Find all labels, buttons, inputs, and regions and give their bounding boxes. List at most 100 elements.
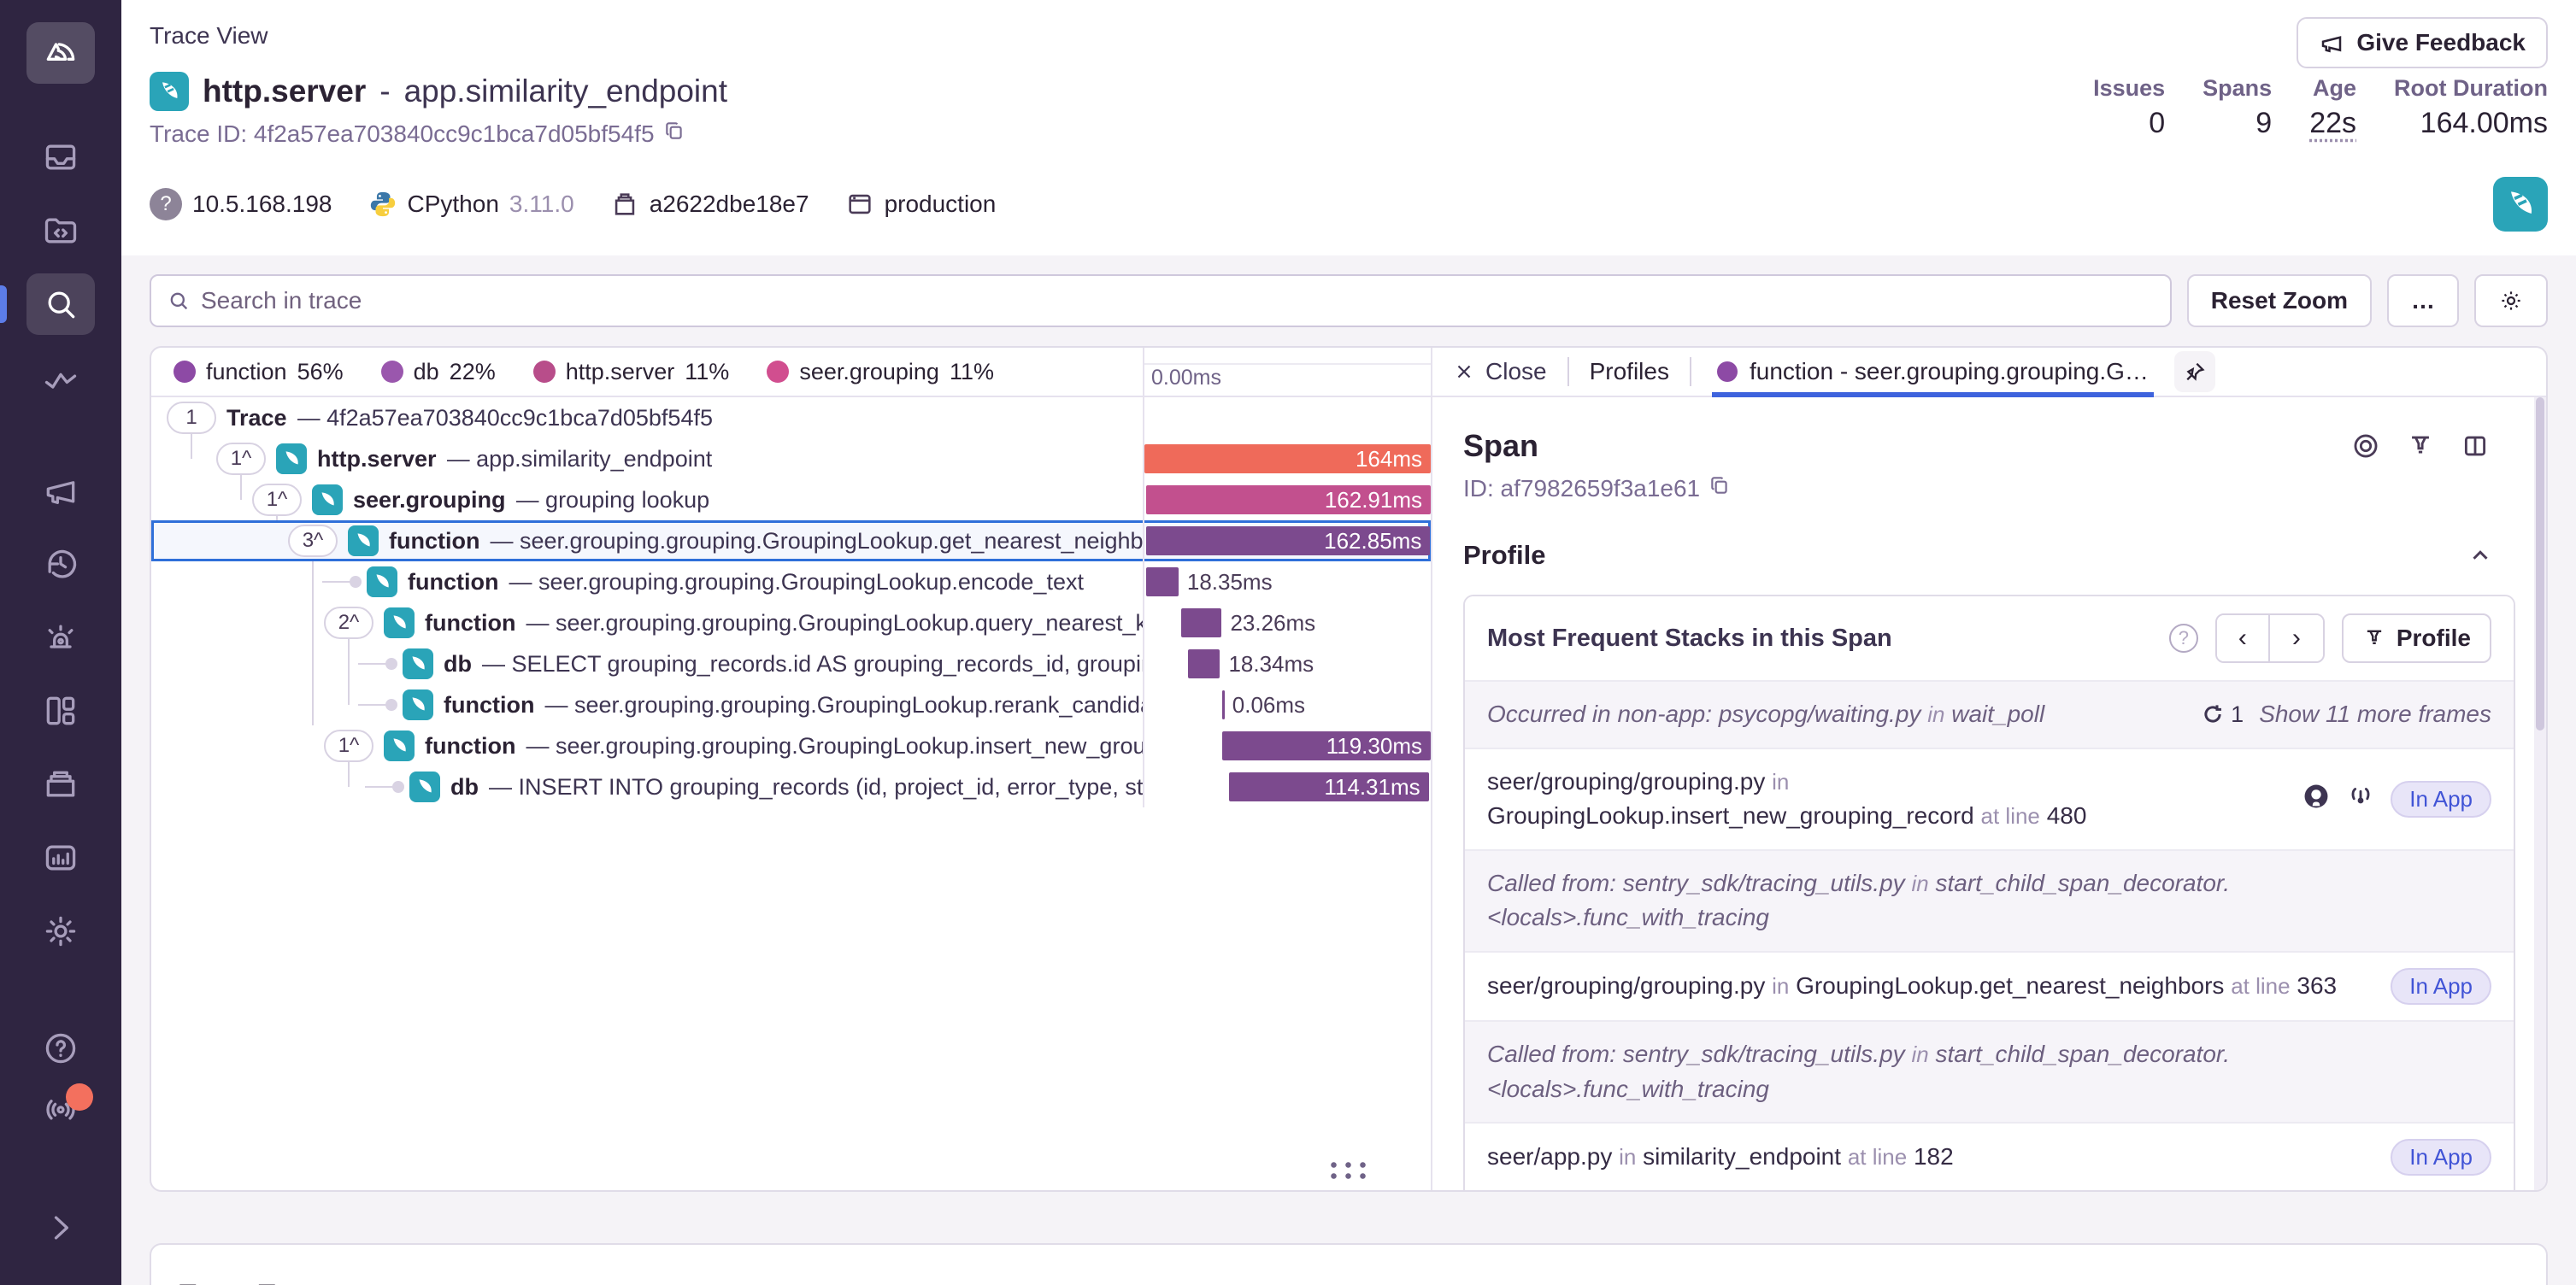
- help-circle-icon[interactable]: ?: [2169, 624, 2198, 653]
- stack-frame-row[interactable]: seer/grouping/grouping.py in GroupingLoo…: [1465, 951, 2514, 1020]
- split-panel-icon[interactable]: [2461, 431, 2490, 461]
- span-tree: 1 Trace — 4f2a57ea703840cc9c1bca7d05bf54…: [151, 397, 1431, 1190]
- pin-tab-button[interactable]: [2174, 351, 2215, 392]
- give-feedback-button[interactable]: Give Feedback: [2297, 17, 2548, 68]
- detail-tabs: Close Profiles function - seer.grouping.…: [1432, 348, 2546, 397]
- span-row[interactable]: 2^ function — seer.grouping.grouping.Gro…: [151, 602, 1431, 643]
- legend-dot: [381, 361, 403, 383]
- span-row[interactable]: function — seer.grouping.grouping.Groupi…: [151, 684, 1431, 725]
- drag-handle[interactable]: [1326, 1159, 1371, 1182]
- span-op-icon: [403, 648, 433, 679]
- whats-new-icon[interactable]: [26, 1082, 95, 1135]
- open-profile-button[interactable]: Profile: [2342, 613, 2491, 663]
- expand-pill[interactable]: 1^: [216, 443, 266, 475]
- notification-dot: [66, 1083, 93, 1111]
- span-row-selected[interactable]: 3^ function — seer.grouping.grouping.Gro…: [151, 520, 1431, 561]
- tab-divider: [1690, 357, 1691, 386]
- page-title-op: http.server: [203, 73, 366, 109]
- profile-funnel-icon[interactable]: [2406, 431, 2435, 461]
- help-icon[interactable]: [26, 1022, 95, 1075]
- span-row[interactable]: 1^ function — seer.grouping.grouping.Gro…: [151, 725, 1431, 766]
- stack-frame-row[interactable]: seer/app.py in similarity_endpoint at li…: [1465, 1122, 2514, 1190]
- sidebar-expand-button[interactable]: [26, 1201, 95, 1254]
- meta-runtime[interactable]: CPython 3.11.0: [368, 190, 574, 219]
- trace-settings-button[interactable]: [2474, 274, 2548, 327]
- sidebar-item-search[interactable]: [26, 273, 95, 335]
- stack-context-row: Called from: sentry_sdk/tracing_utils.py…: [1465, 849, 2514, 951]
- repeat-count: 1: [2200, 701, 2244, 728]
- meta-release-value: a2622dbe18e7: [650, 191, 809, 218]
- span-row[interactable]: db — SELECT grouping_records.id AS group…: [151, 643, 1431, 684]
- prev-stack-button[interactable]: ‹: [2217, 615, 2270, 661]
- detail-scrollbar[interactable]: [2534, 397, 2546, 1190]
- copy-icon[interactable]: [1709, 474, 1731, 502]
- github-icon[interactable]: [2302, 782, 2331, 817]
- tab-profiles[interactable]: Profiles: [1590, 358, 1669, 385]
- window-icon: [845, 190, 874, 219]
- close-tab-button[interactable]: Close: [1453, 358, 1547, 385]
- show-more-frames-link[interactable]: Show 11 more frames: [2259, 701, 2491, 728]
- expand-pill[interactable]: 1: [167, 402, 216, 434]
- span-type-dot: [1717, 361, 1738, 382]
- collapse-chevron-icon[interactable]: [2492, 1282, 2518, 1285]
- meta-environment[interactable]: production: [845, 190, 997, 219]
- sidebar-item-alerts[interactable]: [26, 607, 95, 668]
- focus-icon[interactable]: [2351, 431, 2380, 461]
- tab-active-span[interactable]: function - seer.grouping.grouping.G…: [1712, 348, 2154, 396]
- stack-frame-row[interactable]: seer/grouping/grouping.py in GroupingLoo…: [1465, 748, 2514, 849]
- expand-pill[interactable]: 1^: [252, 484, 302, 516]
- sidebar-item-stats[interactable]: [26, 827, 95, 889]
- span-op-icon: [384, 607, 415, 638]
- legend-dot: [533, 361, 556, 383]
- sidebar-item-performance[interactable]: [26, 347, 95, 408]
- expand-pill[interactable]: 1^: [324, 730, 373, 762]
- span-op-icon: [367, 566, 397, 597]
- tree-connector: [365, 786, 399, 788]
- legend-item: function 56%: [173, 359, 344, 385]
- stat-label: Root Duration: [2394, 75, 2548, 102]
- meta-release[interactable]: a2622dbe18e7: [610, 190, 809, 219]
- expand-pill[interactable]: 2^: [324, 607, 373, 639]
- stat-value-age[interactable]: 22s: [2309, 107, 2356, 140]
- search-input[interactable]: [201, 287, 2155, 314]
- sidebar-item-dashboards[interactable]: [26, 680, 95, 742]
- reset-zoom-button[interactable]: Reset Zoom: [2187, 274, 2372, 327]
- span-detail-panel: Close Profiles function - seer.grouping.…: [1431, 348, 2546, 1190]
- detail-body: Span ID: af7982659f3a1e61: [1432, 397, 2546, 1190]
- stack-pager: ‹ ›: [2215, 613, 2325, 663]
- copy-icon[interactable]: [663, 120, 685, 148]
- span-row[interactable]: function — seer.grouping.grouping.Groupi…: [151, 561, 1431, 602]
- refresh-icon: [2200, 701, 2226, 727]
- meta-runtime-version: 3.11.0: [509, 191, 574, 218]
- span-id-value: ID: af7982659f3a1e61: [1463, 475, 1700, 502]
- span-op-icon: [348, 525, 379, 556]
- more-options-button[interactable]: …: [2387, 274, 2459, 327]
- sidebar-item-settings[interactable]: [26, 901, 95, 962]
- sentry-logo[interactable]: [26, 22, 95, 84]
- tab-divider: [1567, 357, 1569, 386]
- collapse-chevron-icon[interactable]: [2467, 543, 2493, 568]
- expand-pill[interactable]: 3^: [288, 525, 338, 557]
- search-icon: [167, 289, 191, 313]
- sidebar-item-replays[interactable]: [26, 533, 95, 595]
- sidebar-item-releases[interactable]: [26, 754, 95, 815]
- sidebar-item-feedback[interactable]: [26, 460, 95, 521]
- tree-connector: [358, 704, 392, 706]
- span-op-icon: [276, 443, 307, 474]
- next-stack-button[interactable]: ›: [2270, 615, 2323, 661]
- span-row[interactable]: 1 Trace — 4f2a57ea703840cc9c1bca7d05bf54…: [151, 397, 1431, 438]
- span-row[interactable]: 1^ http.server — app.similarity_endpoint…: [151, 438, 1431, 479]
- trace-stats: Issues 0 Spans 9 Age 22s Root Duration 164.0…: [2093, 75, 2548, 140]
- seer-icon[interactable]: [2346, 782, 2375, 817]
- tree-connector: [358, 663, 392, 665]
- meta-ip: 10.5.168.198: [192, 191, 332, 218]
- span-panel-title: Span: [1463, 428, 1538, 464]
- breadcrumb: Trace View: [150, 22, 2548, 50]
- sidebar-item-explore[interactable]: [26, 200, 95, 261]
- span-row[interactable]: db — INSERT INTO grouping_records (id, p…: [151, 766, 1431, 807]
- legend-dot: [173, 361, 196, 383]
- meta-user[interactable]: ? 10.5.168.198: [150, 188, 332, 220]
- python-icon: [368, 190, 397, 219]
- span-row[interactable]: 1^ seer.grouping — grouping lookup 162.9…: [151, 479, 1431, 520]
- sidebar-item-issues[interactable]: [26, 126, 95, 188]
